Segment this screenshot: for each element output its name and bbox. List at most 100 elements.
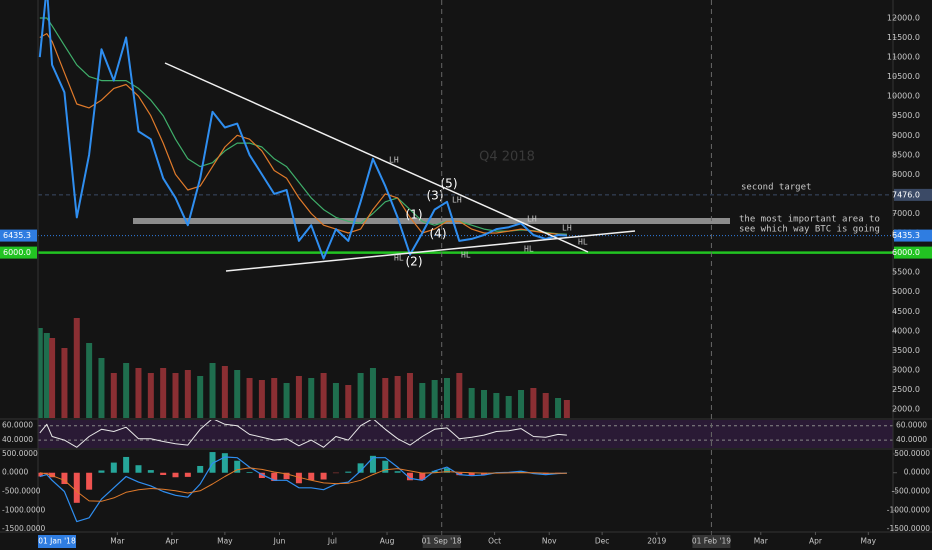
trend-line <box>225 230 636 272</box>
macd-line <box>39 456 567 523</box>
volume-bar <box>98 358 105 418</box>
signal-line <box>39 467 567 502</box>
x-tick-box <box>692 535 731 548</box>
trend-line <box>164 62 589 253</box>
y-tick-label: 10000.0 <box>887 92 920 101</box>
wave-label: (2) <box>406 255 423 269</box>
drawings: Q4 2018 second target the most important… <box>164 62 880 272</box>
area-note: the most important area to <box>739 215 880 225</box>
macd-histogram-bar <box>518 471 525 473</box>
y-tick-label: 9500.0 <box>892 111 920 120</box>
y-tick-label: 7000.0 <box>892 209 920 218</box>
volume-bar <box>493 393 500 418</box>
rsi-tick-label: 40.0000 <box>896 435 927 444</box>
price-line <box>39 33 567 236</box>
volume-bar <box>160 368 167 418</box>
volume-bar <box>61 348 68 418</box>
volume-bar <box>332 383 339 418</box>
macd-tick-label: 0.0000 <box>904 468 930 477</box>
macd-tick-label: -1500.0000 <box>2 524 45 533</box>
macd-histogram-bar <box>431 470 438 473</box>
macd-histogram-bar <box>86 472 93 490</box>
rsi-pane <box>38 420 893 448</box>
y-tick-label: 11000.0 <box>887 53 920 62</box>
volume-bar <box>431 380 438 418</box>
price-label: 6435.3 <box>3 231 31 240</box>
volume-bar <box>110 373 117 418</box>
macd-tick-label: 0.0000 <box>2 468 28 477</box>
volume-bar <box>419 383 426 418</box>
volume-bar <box>271 378 278 418</box>
y-tick-label: 8000.0 <box>892 170 920 179</box>
price-label-box <box>894 246 932 259</box>
wave-label: (5) <box>441 177 458 191</box>
y-tick-label: 10500.0 <box>887 72 920 81</box>
macd-histogram-bar <box>406 472 413 481</box>
wave-label: (4) <box>430 227 447 241</box>
macd-histogram-bar <box>197 465 204 473</box>
volume-bar <box>345 385 352 418</box>
wave-label: (3) <box>427 189 444 203</box>
macd-histogram-bar <box>320 472 327 480</box>
volume-bar <box>369 368 376 418</box>
price-line <box>38 0 567 260</box>
y-tick-label: 9000.0 <box>892 131 920 140</box>
volume-bar <box>518 390 525 418</box>
price-label: 7476.0 <box>892 190 920 199</box>
x-tick-label: May <box>861 537 877 546</box>
price-label: 6000.0 <box>892 248 920 257</box>
swing-label: LH <box>527 215 537 224</box>
y-tick-label: 5000.0 <box>892 287 920 296</box>
price-label: 6435.3 <box>892 231 920 240</box>
rsi-tick-label: 60.0000 <box>2 421 33 430</box>
y-tick-label: 5500.0 <box>892 268 920 277</box>
volume-bar <box>135 368 142 418</box>
volume-bar <box>123 363 130 418</box>
macd-histogram-bar <box>147 470 154 473</box>
swing-label: HL <box>461 251 471 260</box>
y-tick-label: 12000.0 <box>887 13 920 22</box>
swing-label: LH <box>562 224 572 233</box>
volume-bar <box>86 343 93 418</box>
price-label: 6000.0 <box>3 248 31 257</box>
x-tick-label: Jun <box>273 537 286 546</box>
macd-histogram-bar <box>135 465 142 473</box>
y-tick-label: 11500.0 <box>887 33 920 42</box>
macd-histogram-bar <box>357 463 364 473</box>
volume-bar <box>197 376 204 418</box>
volume-bar <box>555 398 562 418</box>
area-note: see which way BTC is going <box>739 225 880 235</box>
volume-bar <box>481 390 488 418</box>
macd-histogram-bar <box>369 455 376 473</box>
y-tick-label: 4000.0 <box>892 326 920 335</box>
volume-bar <box>406 373 413 418</box>
macd-lines <box>38 452 570 523</box>
rsi-tick-label: 60.0000 <box>896 421 927 430</box>
x-tick-label: Apr <box>809 537 823 546</box>
volume-bar <box>308 378 315 418</box>
swing-label: HL <box>524 245 534 254</box>
swing-label: LH <box>389 156 399 165</box>
macd-histogram-bar <box>283 472 290 480</box>
macd-histogram-bar <box>38 472 43 477</box>
x-tick-label: Nov <box>542 537 557 546</box>
macd-histogram-bar <box>123 456 130 473</box>
macd-histogram-bar <box>345 471 352 473</box>
macd-histogram-bar <box>443 468 450 473</box>
macd-tick-label: 500.0000 <box>894 449 930 458</box>
macd-histogram-bar <box>394 471 401 473</box>
swing-label: HL <box>578 238 588 247</box>
swing-label: HL <box>394 254 404 263</box>
price-label-box <box>0 246 37 259</box>
rsi-tick-label: 40.0000 <box>2 435 33 444</box>
y-tick-label: 4500.0 <box>892 307 920 316</box>
x-tick-label: 2019 <box>647 537 666 546</box>
macd-histogram-bar <box>246 471 253 473</box>
price-line <box>39 17 567 235</box>
macd-histogram-bar <box>73 472 80 503</box>
volume-bar <box>172 373 179 418</box>
macd-histogram-bar <box>49 472 56 478</box>
x-tick-label: Aug <box>380 537 395 546</box>
